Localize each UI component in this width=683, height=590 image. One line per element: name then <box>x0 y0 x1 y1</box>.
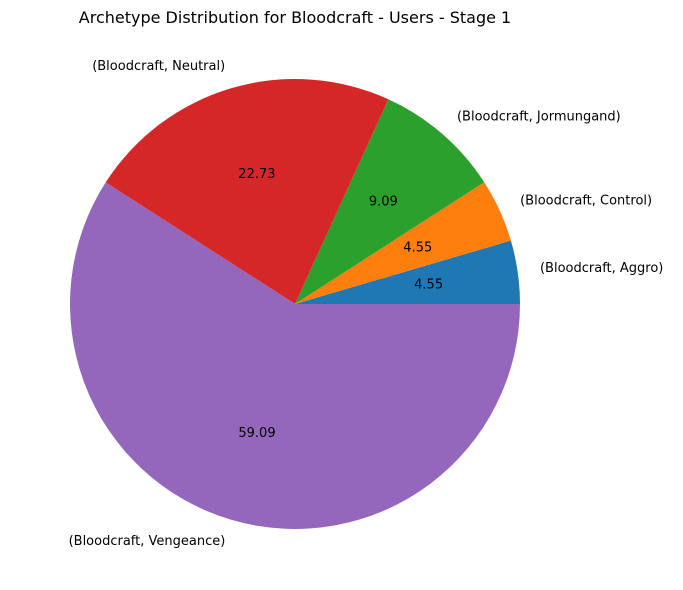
pie-slice-category-label-3: (Bloodcraft, Neutral) <box>92 59 225 74</box>
pie-slice-value-label-2: 9.09 <box>369 194 398 209</box>
chart-title: Archetype Distribution for Bloodcraft - … <box>78 8 512 27</box>
pie-slice-0 <box>295 240 520 304</box>
pie-slice-3 <box>105 79 389 305</box>
pie-slice-value-label-3: 22.73 <box>238 167 275 182</box>
pie-slice-category-label-2: (Bloodcraft, Jormungand) <box>457 109 621 124</box>
pie-slice-value-label-4: 59.09 <box>238 426 275 441</box>
pie-slice-category-label-4: (Bloodcraft, Vengeance) <box>69 534 226 549</box>
pie-slice-value-label-1: 4.55 <box>403 240 432 255</box>
pie-slice-4 <box>70 182 521 530</box>
pie-slice-category-label-1: (Bloodcraft, Control) <box>520 194 652 209</box>
pie-slice-2 <box>295 99 485 305</box>
pie-slice-1 <box>295 182 511 304</box>
pie-slice-value-label-0: 4.55 <box>414 277 443 292</box>
pie-slice-category-label-0: (Bloodcraft, Aggro) <box>540 261 663 276</box>
